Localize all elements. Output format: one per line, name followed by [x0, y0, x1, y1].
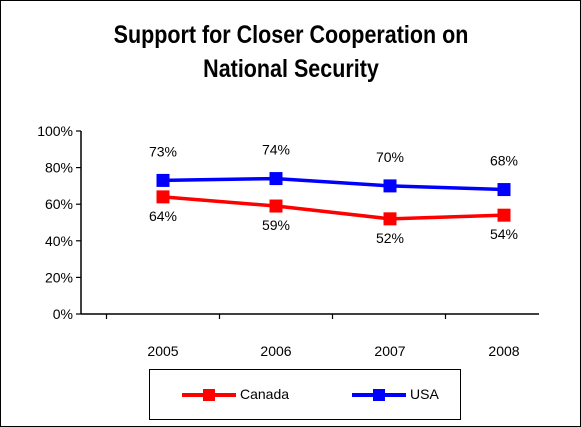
- series-usa: 73% 74% 70% 68%: [149, 142, 518, 197]
- legend-swatch-canada: [182, 389, 236, 401]
- series-canada: 64% 59% 52% 54%: [149, 190, 518, 246]
- data-point-canada: [156, 190, 170, 204]
- data-label-usa: 68%: [490, 153, 518, 169]
- data-point-usa: [269, 172, 283, 186]
- data-label-usa: 73%: [149, 143, 177, 159]
- y-tick-label: 80%: [45, 160, 73, 176]
- series-line-canada: [162, 195, 505, 221]
- data-label-canada: 59%: [262, 217, 290, 233]
- data-point-usa: [497, 183, 511, 197]
- y-tick-label: 40%: [45, 233, 73, 249]
- x-tick-label: 2008: [488, 343, 519, 359]
- data-label-usa: 74%: [262, 142, 290, 158]
- x-tick-label: 2006: [260, 343, 291, 359]
- legend-marker-usa: [373, 389, 385, 401]
- data-point-canada: [383, 212, 397, 226]
- legend-label-canada: Canada: [240, 386, 290, 402]
- series-line-usa: [162, 176, 505, 192]
- data-label-canada: 54%: [490, 226, 518, 242]
- legend-marker-canada: [203, 389, 215, 401]
- legend-label-usa: USA: [410, 386, 439, 402]
- y-tick-label: 0%: [53, 306, 73, 322]
- data-point-usa: [156, 173, 170, 187]
- chart-title: Support for Closer Cooperation on Nation…: [113, 21, 469, 83]
- data-label-canada: 52%: [376, 230, 404, 246]
- legend: Canada USA: [149, 369, 461, 420]
- y-tick-label: 20%: [45, 269, 73, 285]
- x-tick-label: 2005: [147, 343, 178, 359]
- y-ticks: 0% 20% 40% 60% 80% 100%: [37, 123, 81, 322]
- y-tick-label: 60%: [45, 196, 73, 212]
- series-layer: 64% 59% 52% 54% 73% 74% 70% 68%: [149, 142, 518, 246]
- x-tick-label: 2007: [374, 343, 405, 359]
- data-label-canada: 64%: [149, 208, 177, 224]
- legend-swatch-usa: [352, 389, 406, 401]
- y-tick-label: 100%: [37, 123, 73, 139]
- data-point-canada: [269, 199, 283, 213]
- data-label-usa: 70%: [376, 149, 404, 165]
- x-ticks: 2005 2006 2007 2008: [105, 314, 520, 359]
- data-point-canada: [497, 208, 511, 222]
- data-point-usa: [383, 179, 397, 193]
- chart-axes: [80, 131, 539, 315]
